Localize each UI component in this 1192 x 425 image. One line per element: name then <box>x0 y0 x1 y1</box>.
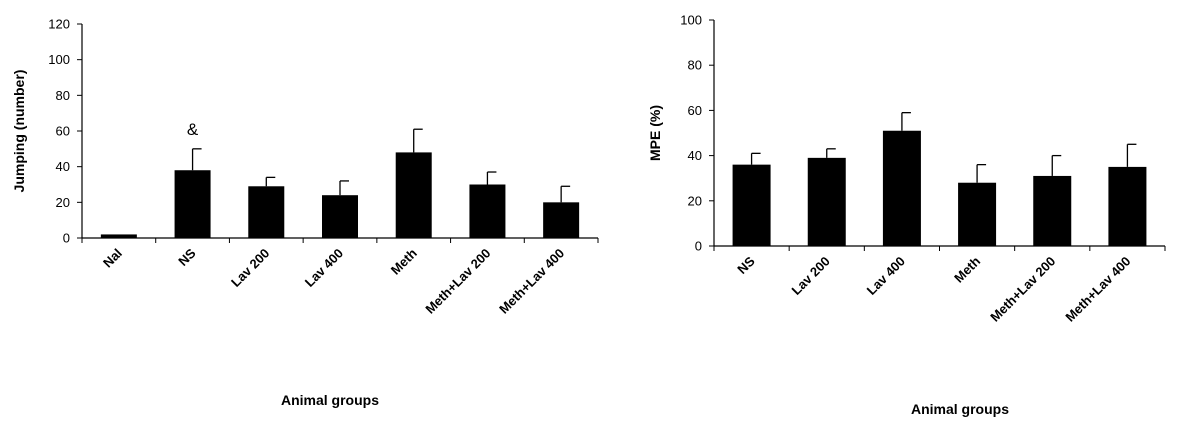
y-tick-label: 20 <box>688 193 702 208</box>
x-tick-label: Meth+Lav 400 <box>496 246 567 317</box>
bar <box>958 182 997 246</box>
y-tick-label: 40 <box>688 148 702 163</box>
bar <box>732 164 771 246</box>
x-tick-label: Lav 400 <box>302 246 346 290</box>
y-tick-label: 60 <box>56 124 70 139</box>
bar <box>100 234 137 238</box>
y-tick-label: 60 <box>688 103 702 118</box>
x-tick-label: Nal <box>100 246 125 271</box>
x-tick-label: NS <box>734 253 758 277</box>
y-tick-label: 40 <box>56 159 70 174</box>
x-tick-label: Meth <box>388 245 420 277</box>
x-tick-label: Meth <box>951 253 983 285</box>
y-tick-label: 120 <box>48 17 70 32</box>
bar <box>248 186 285 238</box>
bar <box>174 170 211 238</box>
y-tick-label: 20 <box>56 195 70 210</box>
x-axis-title: Animal groups <box>281 392 379 408</box>
bar <box>395 152 432 238</box>
y-axis-title: MPE (%) <box>647 105 663 161</box>
bar <box>543 202 580 238</box>
bar <box>807 157 846 246</box>
bar <box>1033 175 1072 246</box>
y-tick-label: 80 <box>688 58 702 73</box>
y-tick-label: 100 <box>680 13 702 28</box>
x-axis-title: Animal groups <box>911 401 1009 417</box>
y-tick-label: 0 <box>695 239 702 254</box>
annotation: & <box>187 120 199 139</box>
x-tick-label: Lav 200 <box>789 254 833 298</box>
bar <box>469 184 506 238</box>
bar <box>322 195 358 238</box>
y-tick-label: 80 <box>56 88 70 103</box>
x-tick-label: Meth+Lav 200 <box>422 246 493 317</box>
y-tick-label: 100 <box>48 52 70 67</box>
y-axis-title: Jumping (number) <box>11 70 27 193</box>
x-tick-label: NS <box>175 245 199 269</box>
x-tick-label: Lav 200 <box>228 246 272 290</box>
x-tick-label: Meth+Lav 200 <box>987 254 1058 325</box>
x-tick-label: Meth+Lav 400 <box>1062 254 1133 325</box>
bar <box>1108 166 1147 246</box>
y-tick-label: 0 <box>63 231 70 246</box>
bar <box>882 130 921 246</box>
x-tick-label: Lav 400 <box>864 254 908 298</box>
